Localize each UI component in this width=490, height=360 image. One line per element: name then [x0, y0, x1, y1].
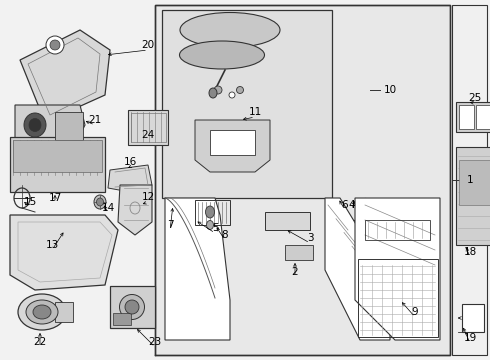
Ellipse shape	[97, 198, 103, 206]
Polygon shape	[355, 198, 440, 340]
Text: 25: 25	[468, 93, 482, 103]
Bar	[195, 200, 230, 225]
Ellipse shape	[206, 220, 214, 230]
Text: 10: 10	[384, 85, 396, 95]
Bar	[128, 110, 168, 145]
Text: 20: 20	[142, 40, 154, 50]
Ellipse shape	[179, 41, 265, 69]
Polygon shape	[20, 30, 110, 122]
Text: 1: 1	[466, 175, 473, 185]
Bar	[285, 245, 313, 260]
Text: 17: 17	[49, 193, 62, 203]
Ellipse shape	[29, 118, 41, 131]
Text: 22: 22	[33, 337, 47, 347]
Ellipse shape	[120, 294, 145, 320]
Polygon shape	[118, 185, 152, 235]
Polygon shape	[108, 165, 152, 192]
Bar	[110, 286, 155, 328]
Bar	[459, 105, 474, 129]
Text: 16: 16	[123, 157, 137, 167]
Text: 14: 14	[101, 203, 115, 213]
Text: 13: 13	[46, 240, 59, 250]
Text: 18: 18	[464, 247, 477, 257]
Bar	[55, 112, 83, 140]
Text: 15: 15	[24, 197, 37, 207]
Text: 5: 5	[212, 223, 219, 233]
Text: 8: 8	[221, 230, 228, 240]
Ellipse shape	[209, 88, 217, 98]
Bar	[210, 130, 255, 155]
Text: 3: 3	[307, 233, 313, 243]
Bar	[113, 313, 131, 325]
Bar	[162, 10, 332, 198]
Ellipse shape	[33, 305, 51, 319]
Text: 2: 2	[292, 267, 298, 277]
Bar	[365, 220, 430, 240]
Ellipse shape	[229, 92, 235, 98]
Bar	[13, 140, 102, 172]
Polygon shape	[195, 120, 270, 172]
Text: 19: 19	[464, 333, 477, 343]
Ellipse shape	[125, 300, 139, 314]
Text: 21: 21	[88, 115, 101, 125]
Bar	[456, 147, 490, 245]
Ellipse shape	[205, 206, 215, 218]
Text: 7: 7	[167, 220, 173, 230]
Bar	[456, 102, 490, 132]
Ellipse shape	[237, 86, 244, 94]
Bar	[358, 259, 438, 337]
Bar	[131, 113, 166, 142]
Text: 4: 4	[349, 200, 355, 210]
Text: 23: 23	[148, 337, 162, 347]
Ellipse shape	[24, 113, 46, 137]
Bar	[265, 212, 310, 230]
Polygon shape	[165, 198, 230, 340]
Ellipse shape	[214, 86, 222, 94]
Ellipse shape	[180, 13, 280, 48]
Bar	[155, 5, 450, 355]
Polygon shape	[325, 198, 390, 340]
Ellipse shape	[46, 36, 64, 54]
Bar	[459, 160, 490, 205]
Bar	[462, 304, 484, 332]
Ellipse shape	[94, 195, 106, 209]
Text: 12: 12	[142, 192, 155, 202]
Ellipse shape	[18, 294, 66, 330]
Ellipse shape	[50, 40, 60, 50]
Ellipse shape	[26, 300, 58, 324]
Bar	[55, 302, 73, 322]
Text: 11: 11	[248, 107, 262, 117]
Bar	[476, 105, 490, 129]
Bar	[10, 137, 105, 192]
Text: 9: 9	[412, 307, 418, 317]
Bar	[452, 5, 487, 355]
Polygon shape	[15, 105, 85, 145]
Text: 6: 6	[342, 200, 348, 210]
Text: 24: 24	[142, 130, 155, 140]
Polygon shape	[10, 215, 118, 290]
